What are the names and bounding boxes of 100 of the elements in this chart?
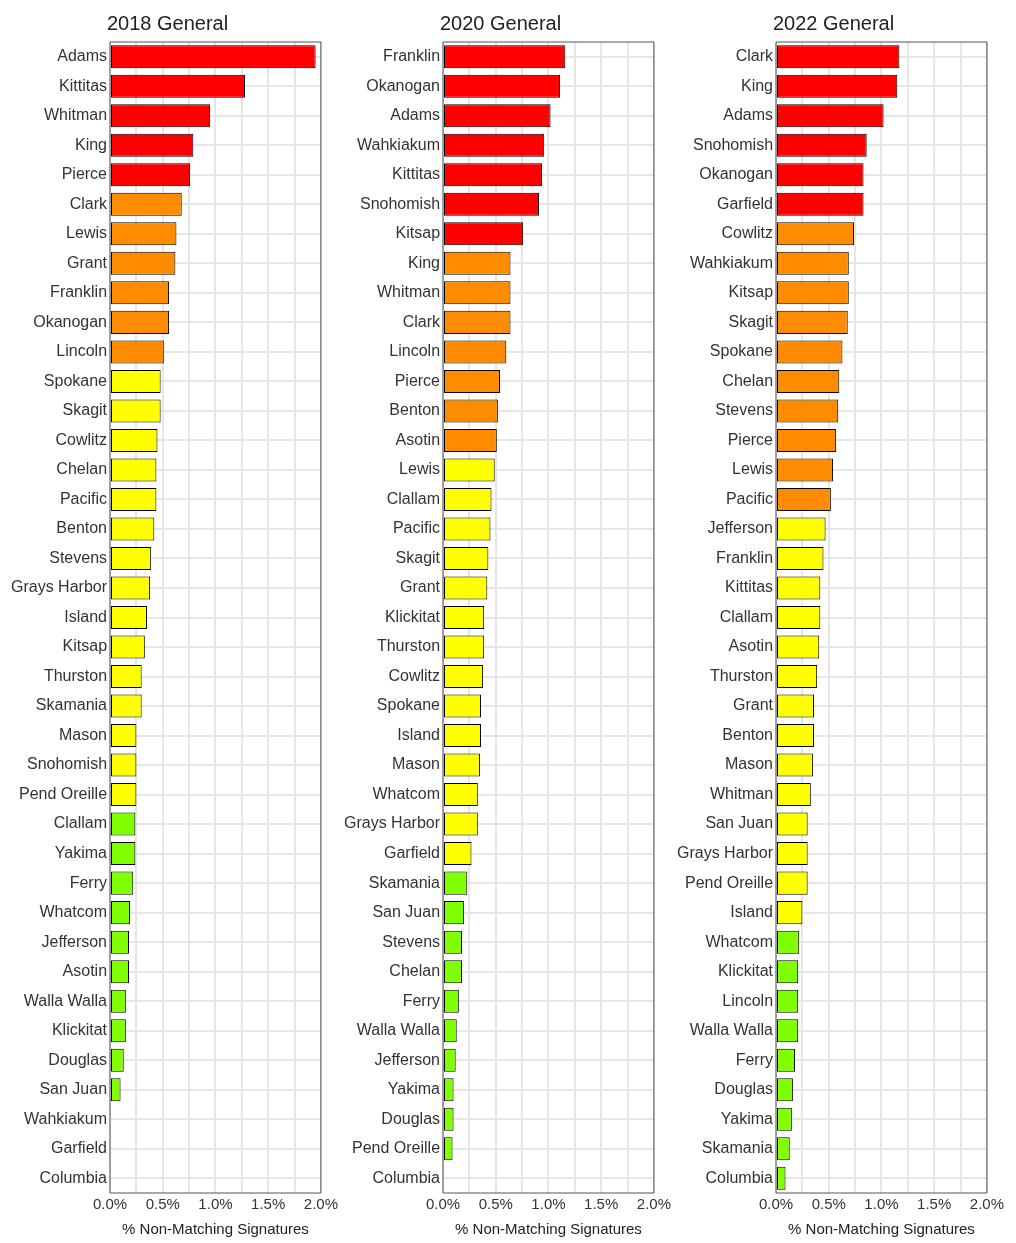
x-axis-title: % Non-Matching Signatures [455, 1220, 642, 1238]
y-tick-label: Grays Harbor [10, 578, 108, 596]
x-tick-label: 2.0% [303, 1195, 339, 1213]
x-tick-label: 2.0% [636, 1195, 672, 1213]
y-tick-label: Lincoln [722, 991, 774, 1009]
y-tick-label: Grant [400, 578, 441, 596]
x-tick-label: 0.5% [811, 1195, 846, 1213]
y-tick-label: Whatcom [372, 784, 441, 802]
x-tick-label: 1.5% [917, 1195, 952, 1213]
y-tick-label: Snohomish [359, 194, 441, 212]
y-tick-label: Wahkiakum [24, 1109, 108, 1127]
y-tick-label: Adams [57, 47, 108, 65]
x-tick-label: 0.0% [758, 1195, 794, 1213]
y-tick-label: Franklin [716, 548, 774, 566]
y-tick-label: Whatcom [39, 903, 108, 921]
y-tick-label: Wahkiakum [690, 253, 774, 271]
x-tick-label: 1.0% [531, 1195, 566, 1213]
y-tick-label: Island [730, 903, 774, 921]
y-tick-label: Walla Walla [23, 991, 108, 1009]
y-tick-label: Ferry [735, 1050, 774, 1068]
y-tick-label: Clallam [53, 814, 108, 832]
y-tick-label: Mason [724, 755, 774, 773]
y-tick-label: King [74, 135, 108, 153]
y-tick-label: Okanogan [33, 312, 108, 330]
y-tick-label: Yakima [387, 1080, 441, 1098]
y-tick-label: Grays Harbor [343, 814, 441, 832]
y-tick-label: Stevens [49, 548, 108, 566]
y-tick-label: Yakima [54, 844, 108, 862]
y-tick-label: Kittitas [59, 76, 108, 94]
y-tick-label: Kittitas [725, 578, 774, 596]
x-tick-label: 1.0% [198, 1195, 233, 1213]
y-tick-label: Garfield [50, 1139, 108, 1157]
y-tick-label: Skamania [35, 696, 108, 714]
y-tick-label: Douglas [48, 1050, 108, 1068]
y-tick-label: Clark [69, 194, 109, 212]
y-tick-label: Pend Oreille [351, 1139, 441, 1157]
y-tick-label: Lewis [732, 460, 774, 478]
y-tick-label: Columbia [39, 1168, 108, 1186]
y-tick-label: Island [64, 607, 108, 625]
y-tick-label: Mason [391, 755, 441, 773]
y-tick-label: Clallam [719, 607, 774, 625]
y-tick-label: Adams [723, 106, 774, 124]
y-tick-label: Chelan [722, 371, 774, 389]
y-tick-label: Whitman [376, 283, 441, 301]
y-tick-label: Pierce [727, 430, 774, 448]
y-tick-label: Ferry [402, 991, 441, 1009]
y-tick-label: Snohomish [26, 755, 108, 773]
y-tick-label: Benton [722, 725, 774, 743]
y-tick-label: Ferry [69, 873, 108, 891]
y-tick-label: Wahkiakum [357, 135, 441, 153]
y-tick-label: Stevens [382, 932, 441, 950]
chart-title: 2018 General [106, 11, 229, 34]
y-tick-label: Skamania [368, 873, 441, 891]
x-tick-label: 0.5% [478, 1195, 513, 1213]
y-tick-label: Skagit [728, 312, 774, 330]
y-tick-label: Thurston [709, 666, 774, 684]
y-tick-label: Pacific [725, 489, 774, 507]
chart-title: 2020 General [439, 11, 562, 34]
y-tick-label: Benton [389, 401, 441, 419]
y-tick-label: Franklin [383, 47, 441, 65]
y-tick-label: Thurston [43, 666, 108, 684]
y-tick-label: Pacific [59, 489, 108, 507]
y-tick-label: Okanogan [366, 76, 441, 94]
y-tick-label: Lewis [66, 224, 108, 242]
y-tick-label: King [407, 253, 441, 271]
chart-title: 2022 General [772, 11, 895, 34]
y-tick-label: Klickitat [51, 1021, 108, 1039]
y-tick-label: Grant [733, 696, 774, 714]
y-tick-label: Asotin [395, 430, 441, 448]
y-tick-label: Clark [735, 47, 775, 65]
y-tick-label: Asotin [62, 962, 108, 980]
y-tick-label: Kittitas [392, 165, 441, 183]
y-tick-label: Chelan [389, 962, 441, 980]
y-tick-label: Grant [67, 253, 108, 271]
y-tick-label: Whitman [43, 106, 108, 124]
y-tick-label: Yakima [720, 1109, 774, 1127]
y-tick-label: Spokane [376, 696, 441, 714]
y-tick-label: San Juan [372, 903, 441, 921]
y-tick-label: Columbia [372, 1168, 441, 1186]
y-tick-label: Pacific [392, 519, 441, 537]
y-tick-label: Walla Walla [689, 1021, 774, 1039]
y-tick-label: Franklin [50, 283, 108, 301]
y-tick-label: Whatcom [705, 932, 774, 950]
y-tick-label: Cowlitz [721, 224, 774, 242]
y-tick-label: Klickitat [717, 962, 774, 980]
y-tick-label: San Juan [705, 814, 774, 832]
x-tick-label: 1.0% [864, 1195, 899, 1213]
y-tick-label: Kitsap [728, 283, 774, 301]
x-tick-label: 1.5% [584, 1195, 619, 1213]
y-tick-label: Kitsap [395, 224, 441, 242]
x-tick-label: 0.5% [145, 1195, 180, 1213]
y-tick-label: Jefferson [41, 932, 108, 950]
y-tick-label: San Juan [39, 1080, 108, 1098]
y-tick-label: Cowlitz [55, 430, 108, 448]
x-tick-label: 0.0% [425, 1195, 461, 1213]
y-tick-label: Garfield [716, 194, 774, 212]
y-tick-label: Chelan [56, 460, 108, 478]
y-tick-label: Pierce [61, 165, 108, 183]
y-tick-label: Walla Walla [356, 1021, 441, 1039]
y-tick-label: Clark [402, 312, 442, 330]
